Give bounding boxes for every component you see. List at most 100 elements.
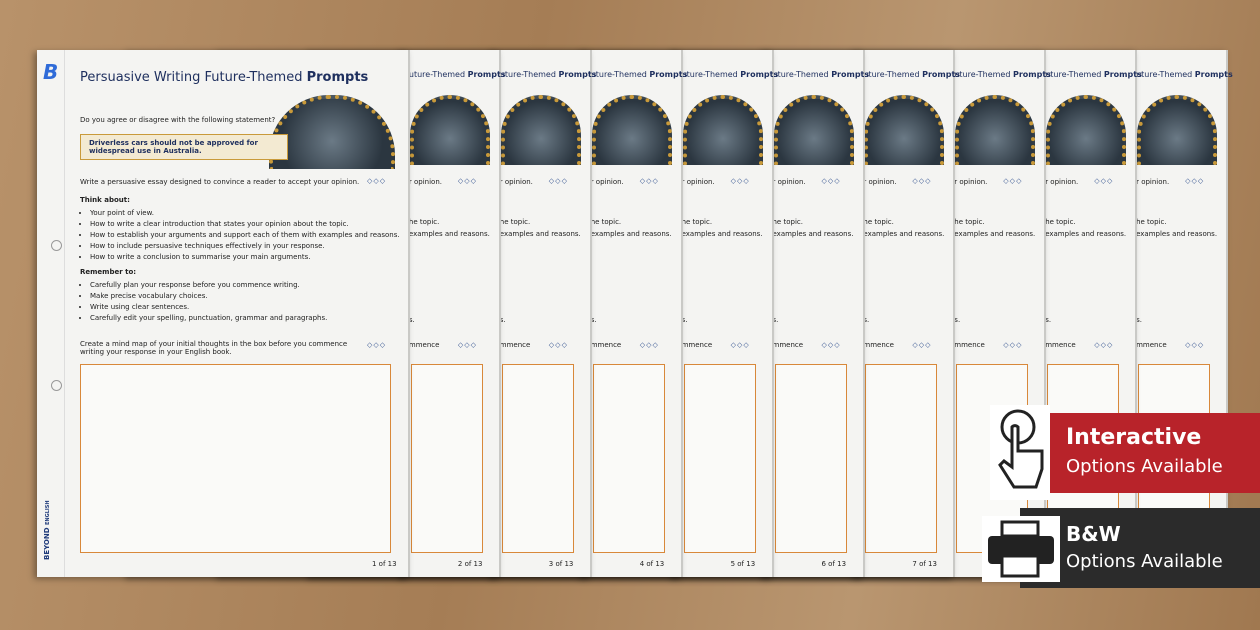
text-fragment: s. [1045, 316, 1052, 324]
hole [51, 240, 62, 251]
list-item: Carefully plan your response before you … [90, 280, 327, 291]
diamonds: ◇◇◇ [1094, 341, 1114, 349]
mind-map-box [865, 364, 938, 553]
text-fragment: r opinion. [954, 178, 988, 186]
question: Do you agree or disagree with the follow… [80, 116, 276, 124]
mind-map-box [683, 364, 756, 553]
margin-strip [37, 50, 65, 577]
text-fragment: he topic. [1136, 218, 1167, 226]
title-bold: Prompts [1194, 70, 1233, 79]
mind-map-box [592, 364, 665, 553]
diamonds: ◇◇◇ [1185, 177, 1205, 185]
list-item: How to write a conclusion to summarise y… [90, 252, 400, 263]
title: uture-Themed Prompts [1045, 70, 1142, 79]
list-item: Make precise vocabulary choices. [90, 291, 327, 302]
photo [409, 95, 490, 165]
diamonds: ◇◇◇ [730, 177, 750, 185]
diamonds: ◇◇◇ [1185, 341, 1205, 349]
title: uture-Themed Prompts [773, 70, 870, 79]
diamonds: ◇◇◇ [821, 177, 841, 185]
page-label: 1 of 13 [372, 560, 397, 568]
text-fragment: r opinion. [681, 178, 715, 186]
text-fragment: s. [499, 316, 506, 324]
diamonds: ◇◇◇ [912, 177, 932, 185]
diamonds: ◇◇◇ [367, 177, 387, 185]
text-fragment: r opinion. [772, 178, 806, 186]
photo [864, 95, 945, 165]
text-fragment: mmence [408, 341, 440, 349]
photo [591, 95, 672, 165]
title-text: uture-Themed [408, 70, 468, 79]
hand-icon [990, 405, 1050, 500]
text-fragment: r opinion. [408, 178, 442, 186]
interactive-badge: Interactive Options Available [1040, 413, 1260, 493]
text-fragment: mmence [772, 341, 804, 349]
title-bold: Prompts [306, 70, 369, 85]
title-text: uture-Themed [681, 70, 741, 79]
title: uture-Themed Prompts [500, 70, 597, 79]
list-item: How to include persuasive techniques eff… [90, 241, 400, 252]
text-fragment: s. [590, 316, 597, 324]
photo [1046, 95, 1127, 165]
diamonds: ◇◇◇ [548, 177, 568, 185]
text-fragment: r opinion. [590, 178, 624, 186]
diamonds: ◇◇◇ [912, 341, 932, 349]
brand: BEYOND ENGLISH [43, 500, 51, 560]
mind-map-instruction: Create a mind map of your initial though… [80, 340, 348, 356]
bw-badge: B&W Options Available [1020, 508, 1260, 588]
title-text: uture-Themed [499, 70, 559, 79]
title: uture-Themed Prompts [682, 70, 779, 79]
brand-sub: ENGLISH [45, 500, 51, 525]
photo [773, 95, 854, 165]
text-fragment: mmence [1136, 341, 1167, 349]
title-text: uture-Themed [1136, 70, 1195, 79]
badge-title: B&W [1066, 522, 1121, 546]
statement: Driverless cars should not be approved f… [80, 134, 288, 160]
title-text: uture-Themed [1045, 70, 1104, 79]
title-bold: Prompts [649, 70, 688, 79]
list-item: How to establish your arguments and supp… [90, 230, 400, 241]
diamonds: ◇◇◇ [730, 341, 750, 349]
title-text: uture-Themed [590, 70, 650, 79]
photo [500, 95, 581, 165]
title-bold: Prompts [831, 70, 870, 79]
badge-sub: Options Available [1066, 456, 1223, 477]
diamonds: ◇◇◇ [457, 177, 478, 185]
text-fragment: r opinion. [499, 178, 533, 186]
text-fragment: r opinion. [1045, 178, 1079, 186]
page-label: 3 of 13 [548, 560, 574, 568]
diamonds: ◇◇◇ [1094, 177, 1114, 185]
text-fragment: examples and reasons. [499, 230, 581, 238]
text-fragment: examples and reasons. [772, 230, 854, 238]
text-fragment: he topic. [772, 218, 803, 226]
title-bold: Prompts [922, 70, 961, 79]
text-fragment: r opinion. [1136, 178, 1170, 186]
text-fragment: s. [681, 316, 688, 324]
text-fragment: examples and reasons. [954, 230, 1036, 238]
text-fragment: he topic. [1045, 218, 1076, 226]
diamonds: ◇◇◇ [1003, 341, 1023, 349]
photo [682, 95, 763, 165]
text-fragment: r opinion. [863, 178, 897, 186]
think-list: Your point of view.How to write a clear … [80, 208, 400, 263]
title-bold: Prompts [1103, 70, 1142, 79]
text-fragment: s. [863, 316, 870, 324]
diamonds: ◇◇◇ [639, 341, 659, 349]
hole [51, 380, 62, 391]
text-fragment: he topic. [499, 218, 531, 226]
text-fragment: he topic. [863, 218, 894, 226]
diamonds: ◇◇◇ [457, 341, 478, 349]
diamonds: ◇◇◇ [639, 177, 659, 185]
page-label: 2 of 13 [457, 560, 483, 568]
mind-map-box [410, 364, 483, 553]
text-fragment: s. [772, 316, 779, 324]
text-fragment: mmence [954, 341, 985, 349]
text-fragment: examples and reasons. [681, 230, 763, 238]
text-fragment: mmence [681, 341, 713, 349]
text-fragment: examples and reasons. [590, 230, 672, 238]
mind-map-box [774, 364, 847, 553]
title-bold: Prompts [740, 70, 779, 79]
title: uture-Themed Prompts [1136, 70, 1233, 79]
remember-heading: Remember to: [80, 268, 137, 276]
